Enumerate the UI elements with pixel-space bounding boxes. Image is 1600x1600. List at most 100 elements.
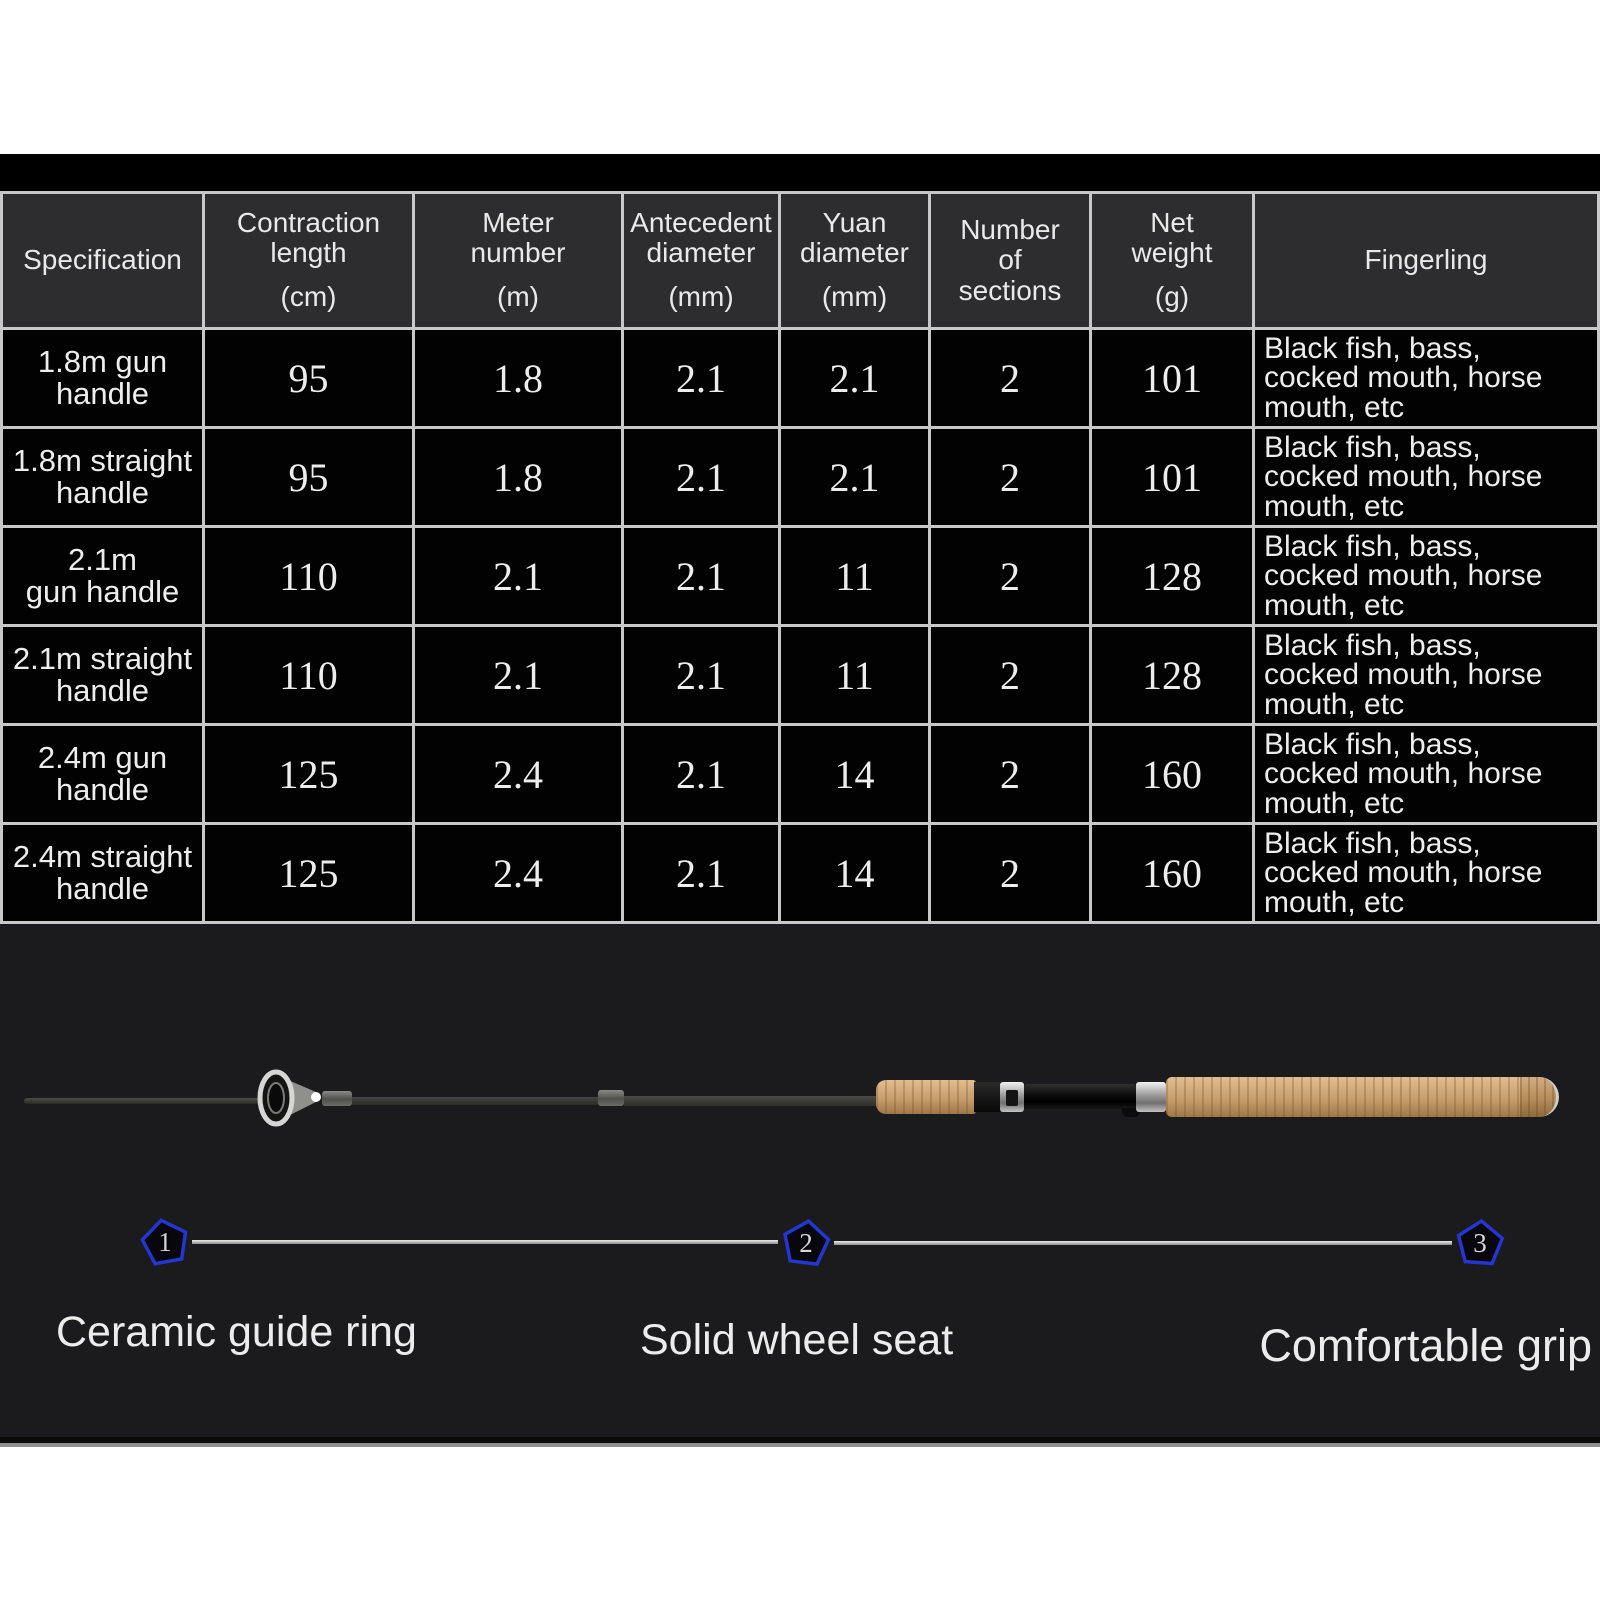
cell-contraction: 95 xyxy=(205,330,412,426)
column-header-unit: (mm) xyxy=(821,281,888,313)
cell-sections: 2 xyxy=(931,825,1089,921)
cell-weight: 128 xyxy=(1092,528,1252,624)
column-header-unit: (m) xyxy=(497,281,539,313)
callout-marker-1: 1 xyxy=(139,1217,191,1267)
column-header-label: Contraction length xyxy=(236,206,381,268)
callout-label-solid-wheel-seat: Solid wheel seat xyxy=(640,1316,954,1364)
pentagon-icon xyxy=(783,1219,831,1266)
rod-butt-section xyxy=(624,1096,878,1106)
column-header-label: Number of sections xyxy=(958,214,1062,306)
reel-seat-collar xyxy=(974,1082,1000,1112)
cell-contraction: 110 xyxy=(205,627,412,723)
cell-meter: 1.8 xyxy=(415,330,621,426)
metal-ring-rear xyxy=(1136,1082,1166,1112)
rod-tip-section xyxy=(24,1098,292,1104)
callout-marker-2: 2 xyxy=(780,1218,832,1268)
callout-number-1: 1 xyxy=(158,1226,172,1257)
cell-antecedent: 2.1 xyxy=(624,429,778,525)
cell-meter: 1.8 xyxy=(415,429,621,525)
ceramic-guide-ring-icon xyxy=(257,1069,321,1127)
column-header: Number of sections xyxy=(931,194,1089,327)
column-header-unit: (mm) xyxy=(668,281,734,313)
column-header-label: Specification xyxy=(23,244,182,276)
callout-label-comfortable-grip: Comfortable grip xyxy=(1259,1320,1592,1371)
callout-number-3: 3 xyxy=(1473,1227,1487,1258)
column-header-unit: (g) xyxy=(1154,281,1190,313)
cell-weight: 101 xyxy=(1092,429,1252,525)
cork-foregrip xyxy=(876,1080,976,1114)
product-showcase xyxy=(0,924,1600,1447)
cell-meter: 2.4 xyxy=(415,825,621,921)
column-header-label: Net weight xyxy=(1131,206,1213,268)
cell-sections: 2 xyxy=(931,330,1089,426)
cell-yuan: 14 xyxy=(781,726,928,822)
cell-sections: 2 xyxy=(931,726,1089,822)
cell-contraction: 110 xyxy=(205,528,412,624)
cell-fingerling: Black fish, bass, cocked mouth, horse mo… xyxy=(1255,627,1597,723)
column-header: Antecedent diameter (mm) xyxy=(624,194,778,327)
pentagon-icon xyxy=(1456,1218,1505,1266)
column-header: Meter number (m) xyxy=(415,194,621,327)
cell-spec: 1.8m straight handle xyxy=(3,429,202,525)
callout-line-1-2 xyxy=(192,1240,778,1244)
cell-fingerling: Black fish, bass, cocked mouth, horse mo… xyxy=(1255,528,1597,624)
rod-mid-section xyxy=(352,1097,598,1105)
cell-fingerling: Black fish, bass, cocked mouth, horse mo… xyxy=(1255,726,1597,822)
reel-seat-slot xyxy=(1006,1090,1018,1106)
cell-contraction: 125 xyxy=(205,726,412,822)
column-header-label: Yuan diameter xyxy=(800,206,909,268)
cell-contraction: 125 xyxy=(205,825,412,921)
cell-contraction: 95 xyxy=(205,429,412,525)
reel-seat-hood xyxy=(1122,1108,1140,1117)
callout-number-2: 2 xyxy=(799,1227,813,1258)
cell-yuan: 11 xyxy=(781,528,928,624)
cell-weight: 160 xyxy=(1092,825,1252,921)
cell-yuan: 11 xyxy=(781,627,928,723)
cell-spec: 2.1m straight handle xyxy=(3,627,202,723)
column-header-unit: (cm) xyxy=(280,281,337,313)
cell-sections: 2 xyxy=(931,627,1089,723)
column-header-label: Antecedent diameter xyxy=(630,206,772,268)
cell-weight: 160 xyxy=(1092,726,1252,822)
cell-fingerling: Black fish, bass, cocked mouth, horse mo… xyxy=(1255,330,1597,426)
cell-sections: 2 xyxy=(931,528,1089,624)
column-header: Specification xyxy=(3,194,202,327)
cell-meter: 2.1 xyxy=(415,627,621,723)
cell-weight: 128 xyxy=(1092,627,1252,723)
cell-yuan: 2.1 xyxy=(781,330,928,426)
column-header: Net weight (g) xyxy=(1092,194,1252,327)
cell-yuan: 14 xyxy=(781,825,928,921)
cell-spec: 1.8m gun handle xyxy=(3,330,202,426)
cell-fingerling: Black fish, bass, cocked mouth, horse mo… xyxy=(1255,429,1597,525)
reel-seat xyxy=(1024,1084,1136,1110)
cell-yuan: 2.1 xyxy=(781,429,928,525)
handle-butt-cap xyxy=(1520,1077,1559,1117)
cell-spec: 2.4m gun handle xyxy=(3,726,202,822)
callout-line-2-3 xyxy=(834,1241,1452,1245)
column-header-label: Meter number xyxy=(470,206,566,268)
callout-label-ceramic-guide-ring: Ceramic guide ring xyxy=(56,1308,417,1356)
column-header-label: Fingerling xyxy=(1364,244,1488,276)
spec-table: Specification Contraction length (cm) Meter… xyxy=(0,191,1600,924)
column-header: Yuan diameter (mm) xyxy=(781,194,928,327)
cell-spec: 2.1m gun handle xyxy=(3,528,202,624)
cell-fingerling: Black fish, bass, cocked mouth, horse mo… xyxy=(1255,825,1597,921)
cell-antecedent: 2.1 xyxy=(624,726,778,822)
cork-handle xyxy=(1166,1077,1526,1117)
rod-joint-ferrule-2 xyxy=(598,1090,624,1106)
cell-spec: 2.4m straight handle xyxy=(3,825,202,921)
rod-joint-ferrule-1 xyxy=(322,1091,352,1106)
cell-antecedent: 2.1 xyxy=(624,528,778,624)
column-header: Fingerling xyxy=(1255,194,1597,327)
pentagon-icon xyxy=(140,1218,188,1266)
cell-weight: 101 xyxy=(1092,330,1252,426)
cell-antecedent: 2.1 xyxy=(624,825,778,921)
cell-sections: 2 xyxy=(931,429,1089,525)
cell-antecedent: 2.1 xyxy=(624,627,778,723)
table-top-band xyxy=(0,154,1600,191)
callout-marker-3: 3 xyxy=(1454,1218,1506,1268)
cell-meter: 2.4 xyxy=(415,726,621,822)
cell-meter: 2.1 xyxy=(415,528,621,624)
column-header: Contraction length (cm) xyxy=(205,194,412,327)
